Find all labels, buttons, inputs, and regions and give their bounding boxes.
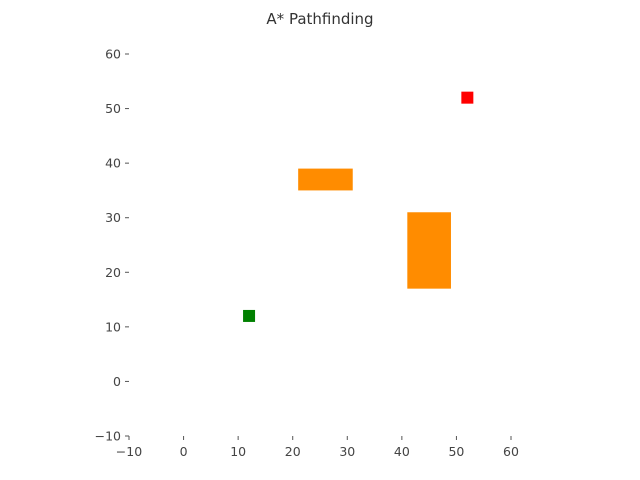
obstacle-1 — [298, 168, 353, 191]
x-axis: −10 0 10 20 30 40 50 60 — [116, 436, 519, 459]
y-tick-label: 20 — [105, 265, 121, 280]
y-tick-label: −10 — [95, 429, 121, 444]
obstacles-layer — [298, 168, 451, 289]
y-tick-label: 10 — [105, 319, 121, 334]
x-tick-label: 40 — [394, 444, 410, 459]
y-tick-label: 0 — [113, 374, 121, 389]
y-tick-label: 60 — [105, 47, 121, 62]
points-layer — [243, 91, 474, 322]
goal-marker — [461, 91, 474, 104]
x-tick-label: −10 — [116, 444, 142, 459]
x-tick-label: 50 — [448, 444, 464, 459]
chart-title: A* Pathfinding — [266, 10, 373, 28]
x-tick-label: 20 — [285, 444, 301, 459]
x-tick-label: 10 — [230, 444, 246, 459]
y-axis: −10 0 10 20 30 40 50 60 — [95, 47, 129, 444]
obstacle-2 — [407, 212, 451, 289]
y-tick-label: 40 — [105, 156, 121, 171]
y-tick-label: 50 — [105, 101, 121, 116]
start-marker — [243, 309, 256, 322]
x-tick-label: 0 — [180, 444, 188, 459]
y-tick-label: 30 — [105, 210, 121, 225]
x-tick-label: 30 — [339, 444, 355, 459]
x-tick-label: 60 — [503, 444, 519, 459]
